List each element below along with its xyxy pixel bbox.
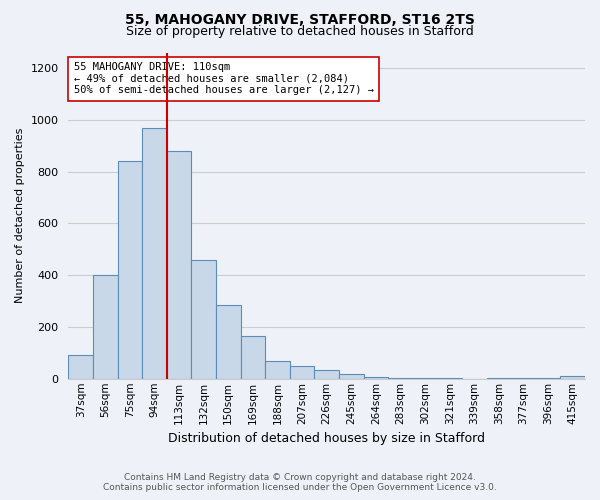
Bar	[413, 378, 437, 379]
Bar	[388, 378, 413, 379]
Bar	[437, 378, 462, 379]
Bar	[216, 305, 241, 379]
Bar	[364, 376, 388, 379]
Bar	[93, 275, 118, 379]
Bar	[142, 128, 167, 379]
Y-axis label: Number of detached properties: Number of detached properties	[15, 128, 25, 304]
Text: 55, MAHOGANY DRIVE, STAFFORD, ST16 2TS: 55, MAHOGANY DRIVE, STAFFORD, ST16 2TS	[125, 12, 475, 26]
Text: Size of property relative to detached houses in Stafford: Size of property relative to detached ho…	[126, 25, 474, 38]
Bar	[487, 378, 511, 379]
Bar	[536, 378, 560, 379]
Bar	[241, 336, 265, 379]
Bar	[290, 366, 314, 379]
Bar	[511, 378, 536, 379]
Bar	[314, 370, 339, 379]
Bar	[191, 260, 216, 379]
Bar	[265, 360, 290, 379]
Bar	[118, 162, 142, 379]
Bar	[68, 356, 93, 379]
Bar	[560, 376, 585, 379]
Bar	[339, 374, 364, 379]
Text: Contains HM Land Registry data © Crown copyright and database right 2024.
Contai: Contains HM Land Registry data © Crown c…	[103, 473, 497, 492]
Bar	[167, 151, 191, 379]
X-axis label: Distribution of detached houses by size in Stafford: Distribution of detached houses by size …	[168, 432, 485, 445]
Text: 55 MAHOGANY DRIVE: 110sqm
← 49% of detached houses are smaller (2,084)
50% of se: 55 MAHOGANY DRIVE: 110sqm ← 49% of detac…	[74, 62, 374, 96]
